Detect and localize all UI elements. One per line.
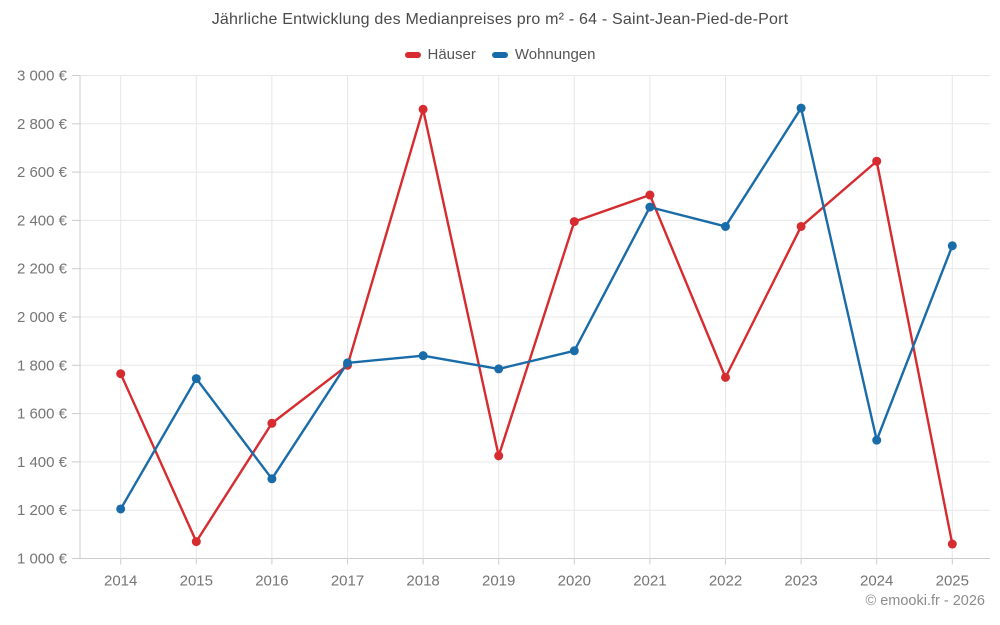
chart-title: Jährliche Entwicklung des Medianpreises … <box>211 11 789 28</box>
svg-text:2 000 €: 2 000 € <box>17 309 68 326</box>
legend-label-haeuser: Häuser <box>427 46 476 63</box>
svg-text:3 000 €: 3 000 € <box>17 68 68 85</box>
legend-swatch-wohnungen-icon <box>491 51 508 58</box>
svg-text:2 400 €: 2 400 € <box>17 212 68 229</box>
svg-text:2015: 2015 <box>180 573 213 590</box>
svg-text:2022: 2022 <box>709 573 742 590</box>
svg-text:2018: 2018 <box>406 573 439 590</box>
chart-legend: Häuser Wohnungen <box>0 46 1000 63</box>
svg-text:1 600 €: 1 600 € <box>17 406 68 423</box>
svg-text:2016: 2016 <box>255 573 288 590</box>
copyright-text: © emooki.fr - 2026 <box>865 593 985 609</box>
svg-text:1 000 €: 1 000 € <box>17 551 68 568</box>
svg-text:2017: 2017 <box>331 573 364 590</box>
svg-text:2025: 2025 <box>936 573 969 590</box>
svg-text:2019: 2019 <box>482 573 515 590</box>
legend-item-haeuser[interactable]: Häuser <box>404 46 476 63</box>
svg-text:2 800 €: 2 800 € <box>17 116 68 133</box>
legend-label-wohnungen: Wohnungen <box>514 46 596 63</box>
legend-swatch-haeuser-icon <box>404 51 421 58</box>
svg-text:2014: 2014 <box>104 573 137 590</box>
svg-text:1 400 €: 1 400 € <box>17 454 68 471</box>
svg-text:2020: 2020 <box>558 573 591 590</box>
svg-text:2024: 2024 <box>860 573 893 590</box>
legend-item-wohnungen[interactable]: Wohnungen <box>491 46 596 63</box>
svg-text:2 600 €: 2 600 € <box>17 164 68 181</box>
svg-text:2023: 2023 <box>784 573 817 590</box>
svg-text:2 200 €: 2 200 € <box>17 261 68 278</box>
svg-text:1 800 €: 1 800 € <box>17 357 68 374</box>
svg-text:1 200 €: 1 200 € <box>17 502 68 519</box>
svg-text:2021: 2021 <box>633 573 666 590</box>
